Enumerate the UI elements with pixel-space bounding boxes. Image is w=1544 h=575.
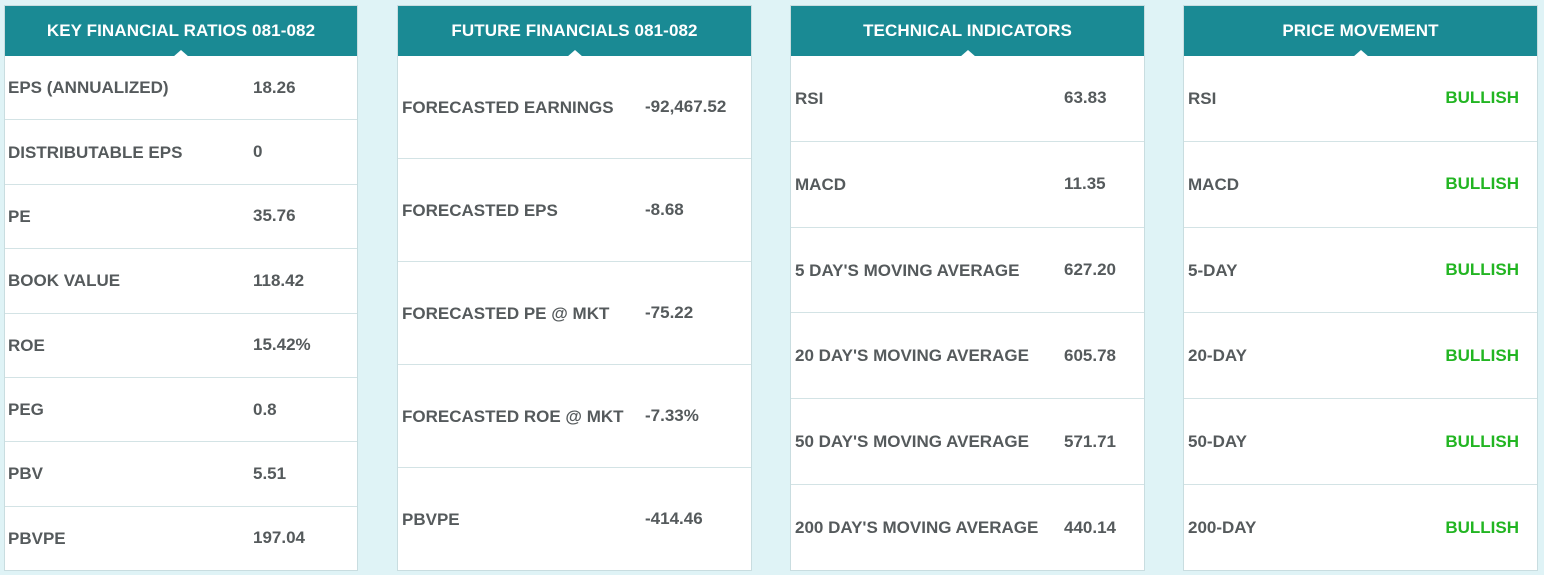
ratio-value: 18.26 [253, 77, 296, 97]
ratio-label: EPS (ANNUALIZED) [8, 78, 169, 98]
table-row: PBV 5.51 [5, 442, 357, 507]
future-financials-title: FUTURE FINANCIALS 081-082 [398, 6, 751, 56]
table-row: 50-DAY BULLISH [1184, 399, 1537, 486]
table-row: PBVPE 197.04 [5, 507, 357, 570]
movement-label: MACD [1188, 174, 1239, 194]
table-row: 5-DAY BULLISH [1184, 228, 1537, 314]
movement-label: 50-DAY [1188, 432, 1247, 452]
bullish-status: BULLISH [1445, 517, 1519, 537]
ratio-value: 35.76 [253, 206, 296, 226]
table-row: PE 35.76 [5, 185, 357, 250]
ratio-value: 0.8 [253, 399, 277, 419]
ratio-label: BOOK VALUE [8, 271, 121, 291]
indicator-value: 11.35 [1064, 174, 1106, 194]
table-row: 20-DAY BULLISH [1184, 313, 1537, 400]
key-financial-ratios-list: EPS (ANNUALIZED) 18.26 DISTRIBUTABLE EPS… [5, 56, 357, 570]
bullish-status: BULLISH [1445, 174, 1519, 194]
table-row: MACD 11.35 [791, 142, 1144, 228]
indicator-label: 200 DAY'S MOVING AVERAGE [795, 518, 1039, 538]
table-row: FORECASTED PE @ MKT -75.22 [398, 262, 751, 365]
table-row: PBVPE -414.46 [398, 468, 751, 570]
ratio-value: 118.42 [253, 270, 305, 290]
indicator-label: MACD [795, 174, 846, 194]
ratio-label: DISTRIBUTABLE EPS [8, 142, 183, 162]
forecast-value: -414.46 [645, 509, 703, 528]
indicator-value: 627.20 [1064, 260, 1116, 280]
future-financials-list: FORECASTED EARNINGS -92,467.52 FORECASTE… [398, 56, 751, 570]
bullish-status: BULLISH [1445, 260, 1519, 280]
table-row: 200 DAY'S MOVING AVERAGE 440.14 [791, 485, 1144, 570]
forecast-value: -7.33% [645, 406, 699, 425]
table-row: RSI BULLISH [1184, 56, 1537, 142]
bullish-status: BULLISH [1445, 345, 1519, 365]
price-movement-title: PRICE MOVEMENT [1184, 6, 1537, 56]
indicator-label: 50 DAY'S MOVING AVERAGE [795, 432, 1029, 452]
indicator-label: 5 DAY'S MOVING AVERAGE [795, 260, 1020, 280]
key-financial-ratios-title: KEY FINANCIAL RATIOS 081-082 [5, 6, 357, 56]
technical-indicators-title: TECHNICAL INDICATORS [791, 6, 1144, 56]
ratio-label: ROE [8, 335, 45, 355]
table-row: ROE 15.42% [5, 314, 357, 378]
price-movement-card: PRICE MOVEMENT RSI BULLISH MACD BULLISH … [1183, 5, 1538, 571]
ratio-value: 5.51 [253, 463, 287, 483]
ratio-label: PBV [8, 464, 43, 484]
forecast-label: FORECASTED EARNINGS [402, 97, 614, 117]
table-row: 5 DAY'S MOVING AVERAGE 627.20 [791, 228, 1144, 314]
bullish-status: BULLISH [1445, 431, 1519, 451]
price-movement-list: RSI BULLISH MACD BULLISH 5-DAY BULLISH 2… [1184, 56, 1537, 570]
forecast-label: PBVPE [402, 509, 460, 529]
forecast-label: FORECASTED ROE @ MKT [402, 406, 624, 426]
movement-label: RSI [1188, 88, 1217, 108]
table-row: FORECASTED EPS -8.68 [398, 159, 751, 262]
forecast-label: FORECASTED EPS [402, 200, 558, 220]
table-row: PEG 0.8 [5, 378, 357, 443]
table-row: 20 DAY'S MOVING AVERAGE 605.78 [791, 313, 1144, 400]
table-row: RSI 63.83 [791, 56, 1144, 142]
ratio-label: PBVPE [8, 528, 66, 548]
indicator-value: 571.71 [1064, 431, 1116, 451]
table-row: 50 DAY'S MOVING AVERAGE 571.71 [791, 399, 1144, 486]
technical-indicators-card: TECHNICAL INDICATORS RSI 63.83 MACD 11.3… [790, 5, 1145, 571]
ratio-value: 15.42% [253, 335, 311, 355]
forecast-value: -92,467.52 [645, 97, 727, 116]
table-row: FORECASTED ROE @ MKT -7.33% [398, 365, 751, 468]
table-row: BOOK VALUE 118.42 [5, 249, 357, 314]
ratio-label: PEG [8, 400, 44, 420]
ratio-label: PE [8, 206, 31, 226]
forecast-value: -8.68 [645, 200, 684, 219]
technical-indicators-list: RSI 63.83 MACD 11.35 5 DAY'S MOVING AVER… [791, 56, 1144, 570]
bullish-status: BULLISH [1445, 88, 1519, 108]
indicator-label: RSI [795, 88, 824, 108]
movement-label: 20-DAY [1188, 346, 1247, 366]
ratio-value: 197.04 [253, 528, 305, 548]
forecast-value: -75.22 [645, 303, 694, 322]
movement-label: 200-DAY [1188, 518, 1257, 538]
table-row: MACD BULLISH [1184, 142, 1537, 228]
indicator-value: 605.78 [1064, 345, 1116, 365]
table-row: 200-DAY BULLISH [1184, 485, 1537, 570]
ratio-value: 0 [253, 142, 263, 162]
table-row: DISTRIBUTABLE EPS 0 [5, 120, 357, 185]
table-row: EPS (ANNUALIZED) 18.26 [5, 56, 357, 121]
key-financial-ratios-card: KEY FINANCIAL RATIOS 081-082 EPS (ANNUAL… [4, 5, 358, 571]
indicator-label: 20 DAY'S MOVING AVERAGE [795, 346, 1029, 366]
movement-label: 5-DAY [1188, 260, 1238, 280]
indicator-value: 63.83 [1064, 88, 1107, 108]
indicator-value: 440.14 [1064, 517, 1116, 537]
forecast-label: FORECASTED PE @ MKT [402, 303, 610, 323]
future-financials-card: FUTURE FINANCIALS 081-082 FORECASTED EAR… [397, 5, 752, 571]
table-row: FORECASTED EARNINGS -92,467.52 [398, 56, 751, 159]
